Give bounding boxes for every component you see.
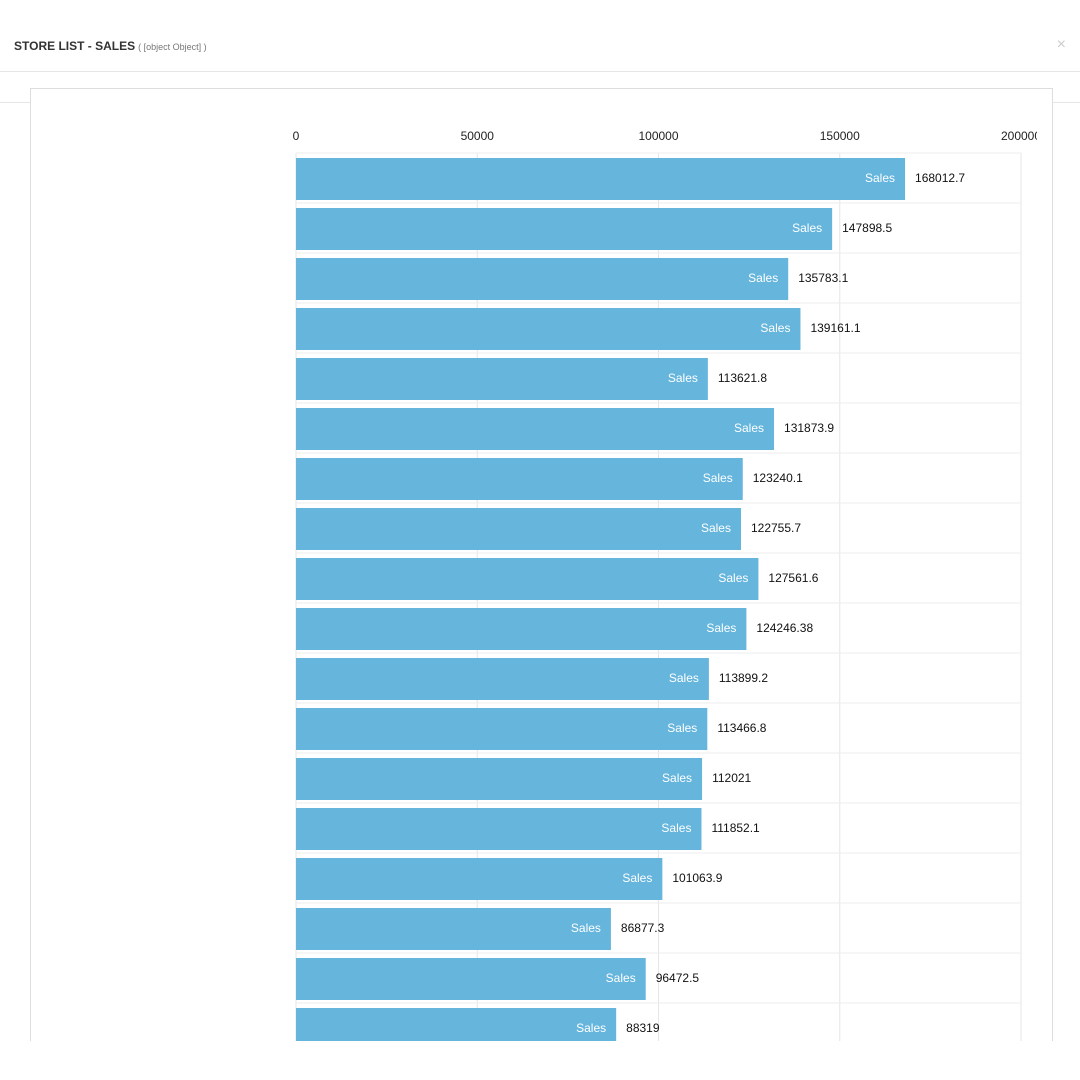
modal-title: STORE LIST - SALES( [object Object] ): [14, 39, 207, 53]
bar: [296, 308, 801, 350]
bar-series-label: Sales: [718, 571, 748, 585]
bar: [296, 458, 743, 500]
header-divider: [0, 71, 1080, 72]
bar: [296, 558, 759, 600]
bar: [296, 608, 747, 650]
value-label: 127561.6: [768, 571, 818, 585]
chart: 0 50000 100000 150000 200000 Sales 168012.7 Sal…: [293, 129, 1037, 1041]
bar: [296, 258, 789, 300]
bar-series-label: Sales: [669, 671, 699, 685]
value-label: 135783.1: [798, 271, 848, 285]
bar-series-label: Sales: [622, 871, 652, 885]
bar-series-label: Sales: [662, 771, 692, 785]
value-label: 124246.38: [756, 621, 813, 635]
bar-series-label: Sales: [668, 371, 698, 385]
value-label: 112021: [712, 771, 751, 785]
bar-series-label: Sales: [661, 821, 691, 835]
bar: [296, 358, 708, 400]
bar-series-label: Sales: [748, 271, 778, 285]
value-label: 111852.1: [711, 821, 760, 835]
bar: [296, 758, 703, 800]
bar-series-label: Sales: [667, 721, 697, 735]
bar-series-label: Sales: [606, 971, 636, 985]
value-label: 123240.1: [753, 471, 803, 485]
bar: [296, 1008, 617, 1041]
x-tick-label: 0: [293, 129, 300, 143]
x-tick-label: 150000: [820, 129, 860, 143]
bar: [296, 208, 833, 250]
bar: [296, 908, 611, 950]
value-label: 147898.5: [842, 221, 892, 235]
x-tick-label: 50000: [461, 129, 495, 143]
value-label: 113899.2: [719, 671, 768, 685]
x-tick-label: 100000: [638, 129, 678, 143]
bar-series-label: Sales: [576, 1021, 606, 1035]
x-tick-label: 200000: [1001, 129, 1037, 143]
bar-series-label: Sales: [734, 421, 764, 435]
bar-series-label: Sales: [701, 521, 731, 535]
value-label: 168012.7: [915, 171, 965, 185]
bar-series-label: Sales: [703, 471, 733, 485]
bar: [296, 508, 741, 550]
bar: [296, 858, 663, 900]
bar-series-label: Sales: [706, 621, 736, 635]
bar-series-label: Sales: [865, 171, 895, 185]
bar-series-label: Sales: [760, 321, 790, 335]
value-label: 86877.3: [621, 921, 665, 935]
bar-series-label: Sales: [571, 921, 601, 935]
footer-space: [0, 1041, 1080, 1080]
bar: [296, 658, 709, 700]
close-button[interactable]: ×: [1056, 36, 1066, 53]
value-label: 88319: [626, 1021, 660, 1035]
bar-series-label: Sales: [792, 221, 822, 235]
bar: [296, 158, 906, 200]
value-label: 122755.7: [751, 521, 801, 535]
bar: [296, 958, 646, 1000]
value-label: 139161.1: [810, 321, 860, 335]
bar: [296, 808, 702, 850]
value-label: 96472.5: [656, 971, 700, 985]
bar: [296, 408, 775, 450]
bar: [296, 708, 708, 750]
value-label: 113621.8: [718, 371, 767, 385]
title-text: STORE LIST - SALES: [14, 39, 136, 53]
value-label: 101063.9: [672, 871, 722, 885]
value-label: 113466.8: [717, 721, 766, 735]
subtitle: ( [object Object] ): [138, 42, 207, 52]
value-label: 131873.9: [784, 421, 834, 435]
